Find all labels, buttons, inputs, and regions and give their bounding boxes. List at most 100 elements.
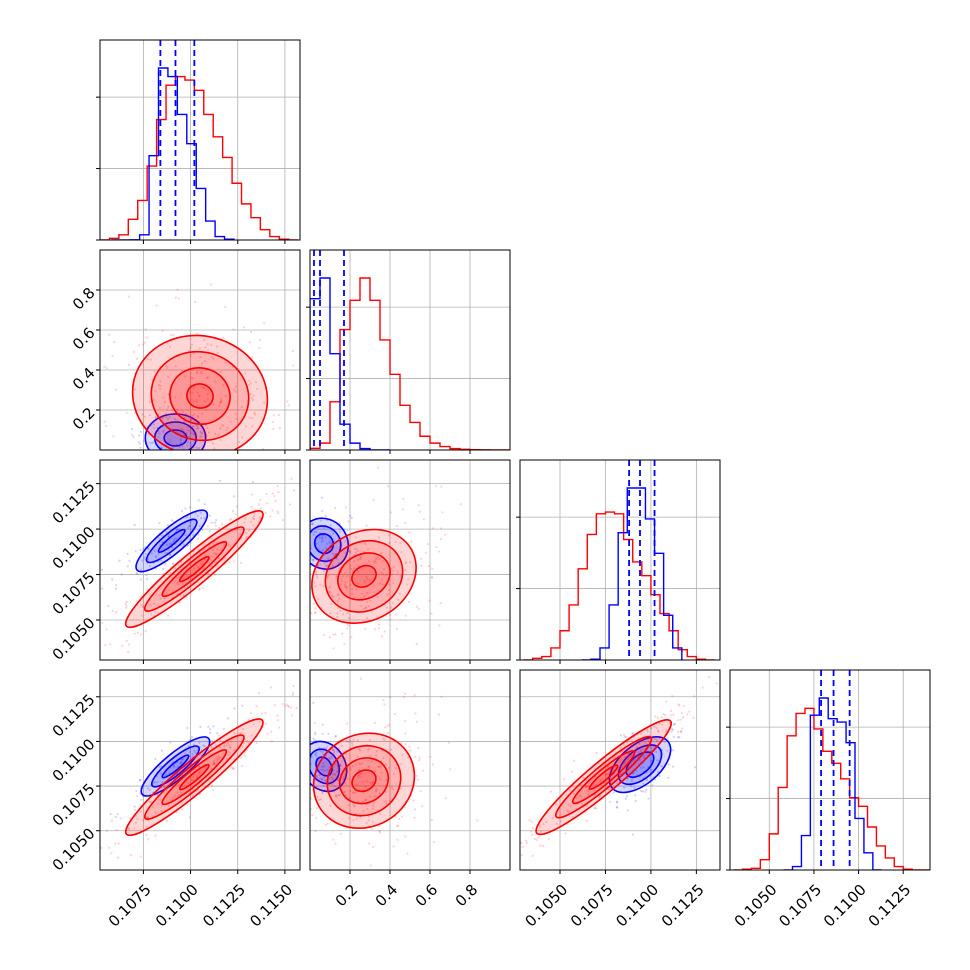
scatter-point [176, 408, 179, 411]
scatter-point [628, 755, 632, 758]
scatter-point [307, 776, 309, 778]
scatter-point [334, 735, 337, 738]
scatter-point [336, 767, 339, 770]
scatter-point [667, 763, 670, 766]
scatter-point [206, 462, 208, 464]
scatter-point [153, 793, 156, 797]
scatter-point [356, 558, 359, 561]
scatter-point [227, 544, 230, 547]
scatter-point [400, 741, 403, 745]
panel-content [100, 250, 300, 481]
scatter-point [693, 695, 696, 698]
scatter-point [344, 540, 347, 543]
scatter-point [323, 633, 326, 637]
scatter-point [214, 552, 217, 556]
scatter-point [245, 531, 248, 535]
scatter-point [417, 607, 421, 610]
scatter-point [212, 759, 216, 762]
scatter-point [328, 540, 331, 543]
scatter-point [378, 792, 382, 795]
scatter-point [390, 786, 394, 789]
scatter-point [374, 769, 377, 773]
scatter-point [334, 842, 337, 845]
scatter-point [338, 794, 341, 797]
scatter-point [701, 686, 704, 689]
scatter-point [165, 774, 168, 777]
scatter-point [190, 418, 193, 421]
scatter-point [677, 730, 680, 733]
scatter-point [252, 394, 255, 397]
scatter-point [223, 544, 226, 547]
scatter-point [315, 775, 319, 778]
scatter-point [358, 762, 361, 765]
scatter-point [292, 728, 294, 730]
scatter-point [195, 427, 198, 431]
scatter-point [140, 798, 143, 802]
scatter-point [365, 616, 369, 620]
scatter-point [225, 429, 228, 432]
scatter-point [428, 599, 431, 602]
scatter-point [660, 765, 663, 768]
scatter-point [322, 570, 326, 573]
scatter-point [190, 343, 194, 346]
scatter-point [126, 565, 129, 568]
scatter-point [324, 536, 327, 539]
scatter-point [302, 538, 304, 540]
scatter-point [214, 744, 217, 747]
scatter-point [670, 714, 673, 717]
x-tick-label: 0.1050 [731, 881, 781, 931]
scatter-point [149, 462, 151, 464]
scatter-point [142, 605, 145, 609]
scatter-point [364, 785, 367, 788]
scatter-point [371, 820, 374, 823]
scatter-point [314, 607, 317, 610]
scatter-point [344, 581, 347, 584]
scatter-point [319, 777, 322, 780]
scatter-point [348, 797, 352, 800]
scatter-point [323, 779, 326, 782]
scatter-point [332, 838, 335, 841]
scatter-point [154, 390, 157, 393]
scatter-point [630, 779, 633, 782]
scatter-point [190, 431, 193, 435]
scatter-point [162, 429, 165, 432]
scatter-point [384, 763, 387, 766]
scatter-point [639, 750, 642, 753]
scatter-point [118, 559, 121, 562]
x-tick-label: 0.1075 [775, 881, 825, 931]
scatter-point [355, 588, 358, 591]
scatter-point [520, 841, 523, 845]
scatter-point [304, 504, 306, 506]
scatter-point [324, 749, 327, 752]
scatter-point [587, 788, 590, 791]
scatter-point [188, 524, 191, 528]
scatter-point [100, 846, 103, 849]
scatter-point [311, 523, 314, 526]
scatter-point [158, 432, 161, 435]
scatter-point [337, 761, 340, 764]
scatter-point [406, 583, 409, 586]
scatter-point [336, 750, 339, 753]
scatter-point [355, 763, 358, 766]
scatter-point [306, 590, 308, 592]
scatter-point [210, 521, 213, 524]
scatter-point [297, 551, 299, 553]
scatter-point [140, 614, 143, 617]
scatter-point [161, 479, 163, 481]
scatter-point [250, 734, 253, 737]
scatter-point [187, 769, 190, 772]
scatter-point [366, 591, 369, 595]
scatter-point [432, 840, 435, 844]
scatter-point [608, 800, 612, 804]
scatter-point [545, 820, 548, 824]
scatter-point [245, 535, 249, 538]
scatter-point [173, 465, 175, 467]
scatter-point [578, 795, 581, 798]
scatter-point [349, 514, 352, 518]
scatter-point [640, 766, 643, 769]
scatter-point [369, 864, 372, 867]
scatter-point [346, 611, 349, 615]
scatter-point [145, 816, 149, 819]
scatter-point [204, 554, 207, 557]
scatter-point [283, 704, 287, 707]
